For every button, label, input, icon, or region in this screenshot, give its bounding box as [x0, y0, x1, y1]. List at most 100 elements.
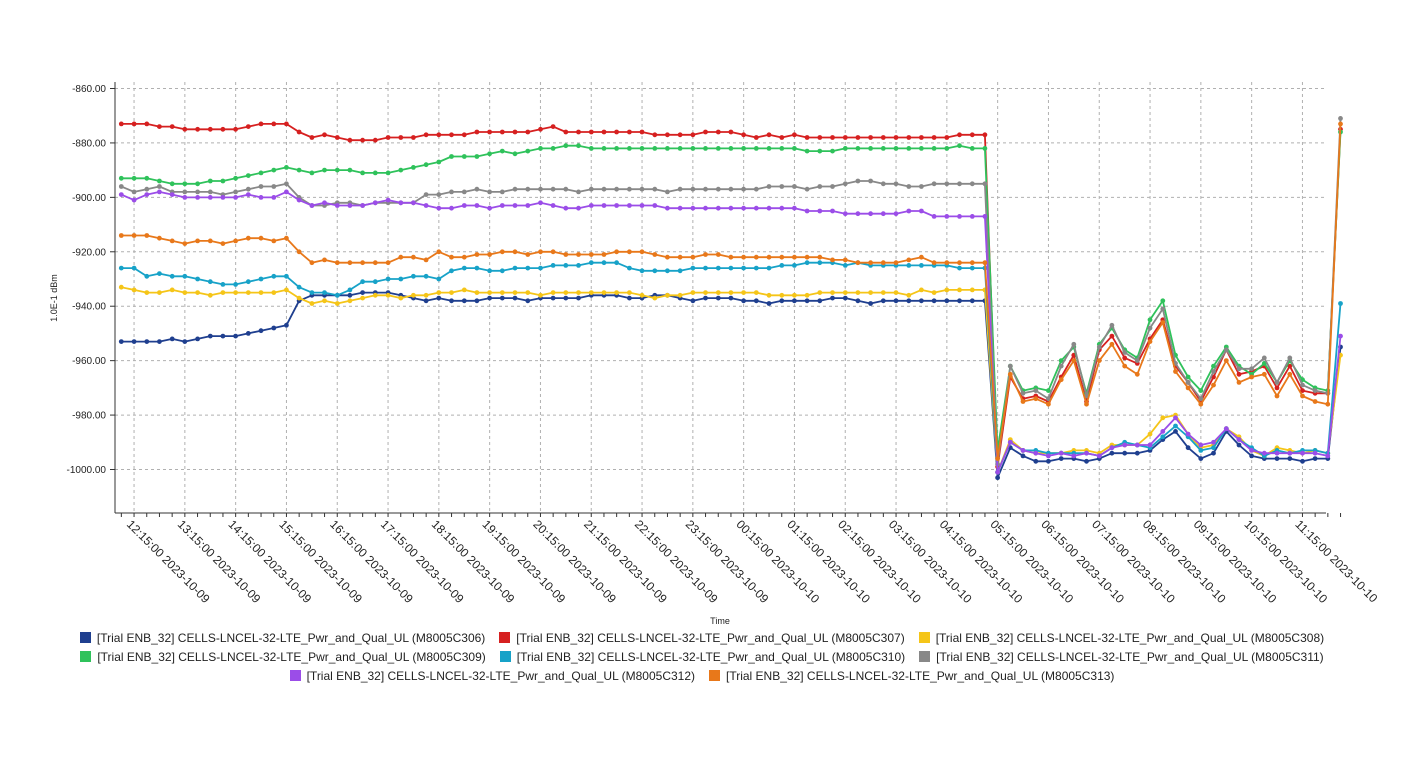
legend-item[interactable]: [Trial ENB_32] CELLS-LNCEL-32-LTE_Pwr_an… [919, 650, 1324, 664]
data-point [233, 195, 239, 200]
y-tick-label: -880.00 [72, 138, 106, 149]
data-point [1185, 431, 1191, 437]
data-point [779, 146, 785, 151]
data-point [538, 249, 543, 255]
data-point [766, 184, 772, 189]
data-point [715, 186, 721, 192]
data-point [512, 249, 518, 255]
data-point [118, 233, 124, 238]
data-point [195, 290, 201, 295]
data-point [868, 290, 873, 295]
series-8 [118, 121, 1343, 461]
legend-item[interactable]: [Trial ENB_32] CELLS-LNCEL-32-LTE_Pwr_an… [79, 631, 485, 645]
data-point [1122, 442, 1128, 448]
data-point [449, 298, 454, 304]
legend-item[interactable]: [Trial ENB_32] CELLS-LNCEL-32-LTE_Pwr_an… [499, 650, 905, 664]
data-point [372, 200, 378, 206]
data-point [957, 265, 962, 271]
data-point [157, 189, 162, 195]
data-point [944, 146, 950, 151]
data-point [118, 175, 124, 181]
legend-row: [Trial ENB_32] CELLS-LNCEL-32-LTE_Pwr_an… [0, 628, 1404, 647]
data-point [728, 265, 734, 271]
data-point [957, 260, 962, 266]
data-point [436, 192, 442, 198]
data-point [296, 249, 302, 255]
data-point [576, 290, 581, 295]
data-point [207, 292, 213, 298]
data-point [512, 265, 518, 271]
data-point [1007, 371, 1013, 377]
data-point [512, 151, 518, 157]
data-point [1160, 415, 1166, 421]
grid-lines [115, 82, 1326, 513]
data-point [690, 290, 696, 295]
x-tick-label: 18:15:00 2023-10-09 [429, 517, 518, 606]
data-point [576, 129, 581, 135]
legend-item[interactable]: [Trial ENB_32] CELLS-LNCEL-32-LTE_Pwr_an… [289, 669, 695, 683]
data-point [245, 186, 251, 192]
data-point [118, 265, 124, 271]
data-point [753, 254, 759, 260]
data-point [830, 135, 835, 140]
data-point [957, 132, 962, 138]
data-point [982, 260, 988, 266]
data-point [1020, 448, 1026, 453]
data-point [118, 284, 124, 290]
data-point [347, 167, 353, 173]
legend-swatch [79, 632, 91, 643]
data-point [1300, 458, 1305, 464]
data-point [322, 167, 327, 173]
data-point [182, 181, 188, 187]
data-point [538, 186, 543, 192]
data-point [627, 290, 632, 295]
data-point [372, 170, 378, 176]
data-point [474, 290, 480, 295]
data-point [957, 298, 962, 304]
y-tick-labels: -860.00 -880.00 -900.00 -920.00 -940.00 -960.… [67, 84, 107, 476]
data-point [372, 137, 378, 143]
data-point [1300, 388, 1305, 393]
data-point [1058, 363, 1064, 369]
legend-item[interactable]: [Trial ENB_32] CELLS-LNCEL-32-LTE_Pwr_an… [918, 631, 1324, 645]
legend-row: [Trial ENB_32] CELLS-LNCEL-32-LTE_Pwr_an… [0, 666, 1404, 685]
legend-item[interactable]: [Trial ENB_32] CELLS-LNCEL-32-LTE_Pwr_an… [709, 669, 1114, 683]
data-point [563, 290, 569, 295]
data-point [487, 129, 492, 135]
legend-item[interactable]: [Trial ENB_32] CELLS-LNCEL-32-LTE_Pwr_an… [499, 631, 905, 645]
data-point [906, 146, 912, 151]
data-point [919, 254, 924, 260]
data-point [830, 257, 835, 263]
data-point [436, 132, 442, 138]
series-line [120, 190, 1342, 474]
data-point [334, 203, 340, 208]
data-point [639, 203, 645, 208]
data-point [398, 135, 404, 140]
data-point [487, 295, 492, 301]
legend-swatch [289, 670, 301, 681]
data-point [753, 298, 759, 304]
data-point [220, 282, 226, 287]
data-point [906, 263, 912, 268]
data-point [957, 143, 962, 149]
data-point [1223, 426, 1229, 432]
data-point [995, 456, 1000, 461]
data-point [893, 211, 899, 217]
data-point [296, 295, 302, 301]
data-point [1236, 371, 1242, 377]
data-point [677, 132, 683, 138]
data-point [931, 135, 937, 140]
data-point [131, 121, 137, 127]
data-point [969, 298, 975, 304]
data-point [627, 129, 632, 135]
data-point [131, 175, 137, 181]
data-point [499, 203, 505, 208]
legend-item[interactable]: [Trial ENB_32] CELLS-LNCEL-32-LTE_Pwr_an… [80, 650, 486, 664]
data-point [1007, 363, 1013, 369]
data-point [957, 287, 962, 293]
data-point [1020, 399, 1026, 404]
data-point [779, 205, 785, 211]
data-point [588, 146, 594, 151]
data-point [360, 290, 365, 295]
data-point [1198, 442, 1204, 448]
